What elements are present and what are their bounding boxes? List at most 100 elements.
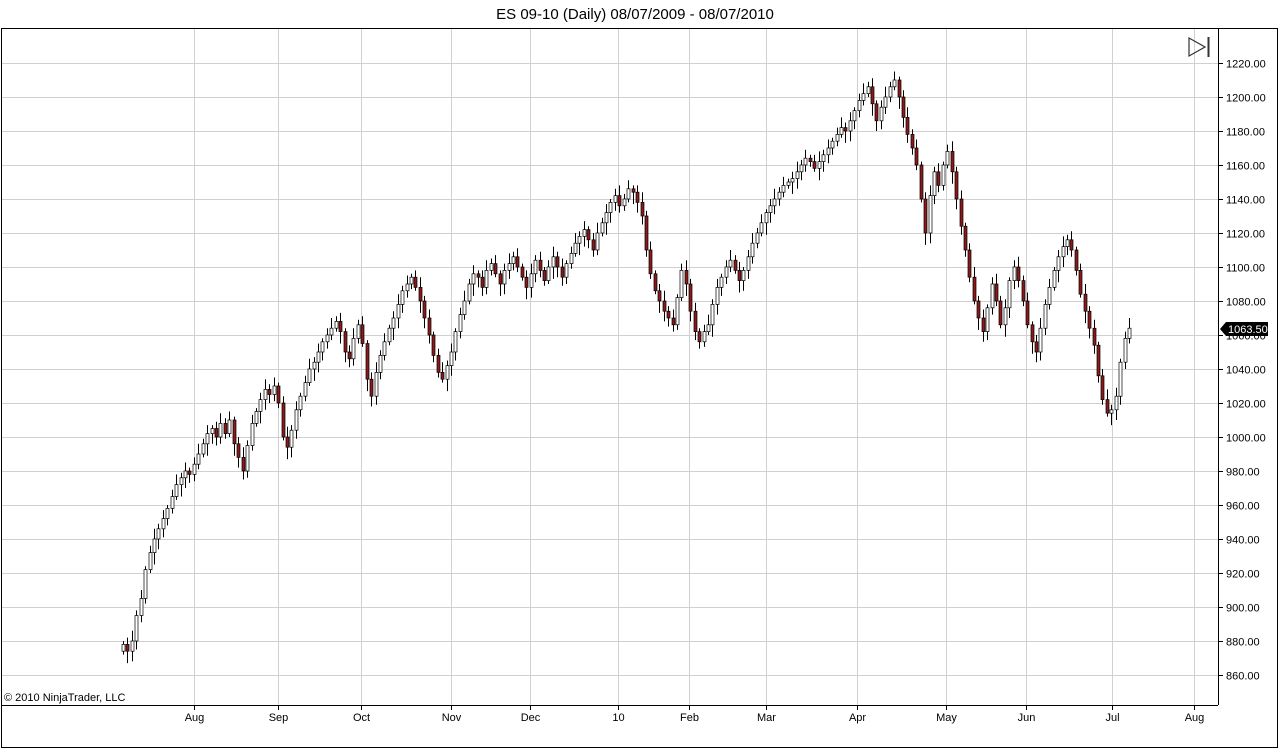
candle <box>427 309 432 344</box>
candle <box>281 396 286 441</box>
candle <box>733 255 738 274</box>
candle <box>320 338 325 361</box>
last-price-marker: 1063.50 <box>1220 322 1268 337</box>
candle <box>1061 236 1066 267</box>
candle <box>285 426 290 460</box>
price-tick-label: 880.00 <box>1226 637 1260 649</box>
candle <box>121 641 126 655</box>
candle <box>555 251 560 278</box>
candle <box>746 250 751 279</box>
candle <box>227 411 232 437</box>
candle <box>671 309 676 332</box>
candle <box>1025 292 1030 329</box>
candle <box>564 260 569 284</box>
price-tick-label: 900.00 <box>1226 603 1260 615</box>
candle <box>870 78 875 116</box>
copyright-label: © 2010 NinjaTrader, LLC <box>4 692 125 704</box>
candle <box>1092 319 1097 354</box>
candle <box>781 176 786 198</box>
candle <box>436 348 441 378</box>
grid-lines <box>2 29 1218 705</box>
candle <box>254 408 259 427</box>
candle <box>378 350 383 380</box>
price-tick-label: 940.00 <box>1226 535 1260 547</box>
candle <box>1065 234 1070 256</box>
candle <box>1114 387 1119 420</box>
candle <box>1030 321 1035 354</box>
candle <box>967 243 972 283</box>
candle <box>515 248 520 273</box>
candle <box>1003 299 1008 337</box>
candle <box>897 76 902 109</box>
candle <box>422 295 427 329</box>
candle <box>702 324 707 347</box>
candle <box>936 163 941 193</box>
candle <box>892 71 897 91</box>
candle <box>1083 284 1088 324</box>
candle <box>143 566 148 604</box>
candle <box>577 231 582 256</box>
candle <box>298 392 303 417</box>
candle <box>600 217 605 237</box>
candle <box>356 319 361 344</box>
candle <box>972 267 977 305</box>
candle <box>728 250 733 273</box>
candle <box>502 263 507 295</box>
time-axis[interactable]: Aug Sep Oct Nov Dec 10 Feb Mar Apr May Jun Jul Aug <box>185 705 1205 724</box>
candle <box>152 528 157 565</box>
candle <box>551 246 556 279</box>
price-tick-label: 1020.00 <box>1226 399 1266 411</box>
candle <box>848 112 853 142</box>
price-axis[interactable]: 860.00 880.00 900.00 920.00 940.00 960.00 980.… <box>1218 59 1266 683</box>
candle <box>192 457 197 482</box>
candle <box>998 295 1003 329</box>
candle <box>343 328 348 363</box>
candle <box>476 270 481 288</box>
candle <box>715 278 720 315</box>
time-tick-label: Dec <box>521 712 541 724</box>
candle <box>223 418 228 439</box>
candle <box>507 253 512 279</box>
price-tick-label: 1100.00 <box>1226 263 1265 275</box>
candle <box>533 255 538 283</box>
skip-to-end-icon[interactable] <box>1188 36 1210 58</box>
candle <box>755 227 760 249</box>
candle <box>382 333 387 361</box>
candle <box>888 81 893 103</box>
candle <box>170 489 175 514</box>
candle <box>316 343 321 373</box>
candle <box>267 384 272 403</box>
candle <box>666 306 671 327</box>
candle <box>560 258 565 286</box>
plot-area[interactable] <box>1 28 1278 748</box>
candle <box>391 311 396 341</box>
candle <box>976 295 981 330</box>
candle <box>941 161 946 191</box>
candle <box>1007 277 1012 318</box>
candle <box>830 137 835 155</box>
candle <box>453 328 458 361</box>
candle <box>360 316 365 347</box>
candle <box>369 372 374 407</box>
candle <box>826 139 831 164</box>
candle <box>990 277 995 315</box>
candle <box>604 204 609 235</box>
candle <box>1038 318 1043 361</box>
candle <box>631 185 636 205</box>
candle <box>928 185 933 244</box>
candle <box>312 357 317 381</box>
candle <box>963 222 968 257</box>
candle <box>622 193 627 211</box>
candle <box>1087 306 1092 339</box>
candle <box>498 270 503 296</box>
candle <box>710 299 715 337</box>
candle <box>214 421 219 446</box>
candle <box>489 258 494 276</box>
price-tick-label: 1120.00 <box>1226 229 1265 241</box>
candle <box>653 270 658 295</box>
price-tick-label: 860.00 <box>1226 671 1260 683</box>
candle <box>675 294 680 330</box>
candle <box>808 154 813 167</box>
candle <box>329 318 334 341</box>
